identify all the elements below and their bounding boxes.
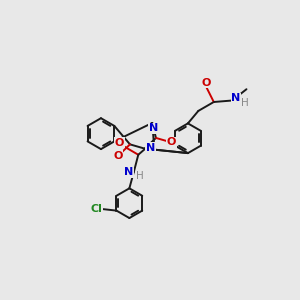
Text: O: O	[167, 137, 176, 148]
Text: N: N	[146, 143, 155, 153]
Text: O: O	[201, 78, 210, 88]
Text: H: H	[241, 98, 249, 108]
Text: O: O	[115, 138, 124, 148]
Text: N: N	[149, 123, 158, 133]
Text: N: N	[124, 167, 133, 177]
Text: N: N	[231, 93, 241, 103]
Text: Cl: Cl	[91, 203, 103, 214]
Text: H: H	[136, 170, 144, 181]
Text: O: O	[113, 151, 123, 161]
